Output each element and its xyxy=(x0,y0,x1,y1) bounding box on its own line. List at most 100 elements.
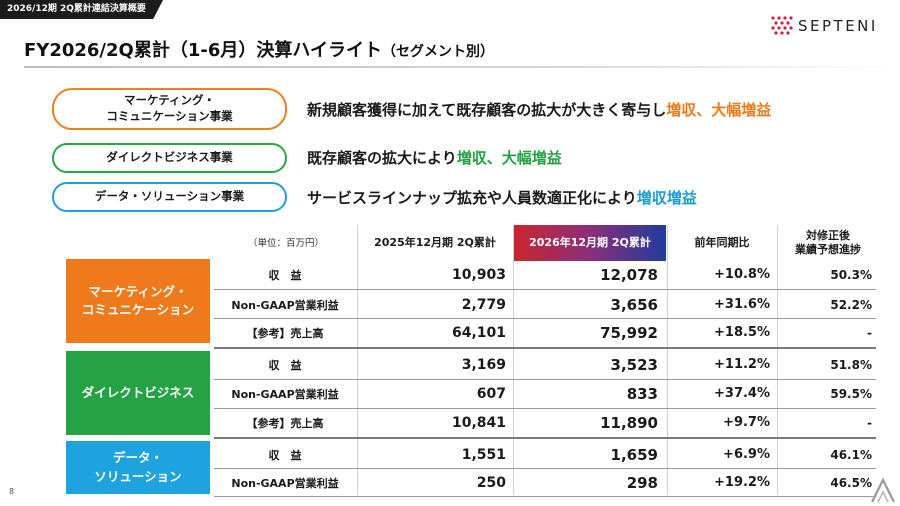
column-header-yoy: 前年同期比 xyxy=(694,235,750,249)
headline-direct: 既存顧客の拡大により増収、大幅増益 xyxy=(307,147,562,168)
row-divider xyxy=(214,289,876,290)
segment-block-label: コミュニケーション xyxy=(81,302,195,317)
row-divider xyxy=(214,379,876,380)
column-divider xyxy=(513,225,514,495)
table-row: 【参考】売上高 10,841 11,890 +9.7% - xyxy=(214,408,876,437)
table-row: 収 益 1,551 1,659 +6.9% 46.1% xyxy=(214,440,876,469)
section-divider xyxy=(214,347,876,349)
cell-progress: - xyxy=(867,325,872,340)
row-label: 収 益 xyxy=(268,358,302,372)
headline-text: 新規顧客獲得に加えて既存顧客の拡大が大きく寄与し xyxy=(307,101,667,119)
segment-pill-data: データ・ソリューション事業 xyxy=(52,182,287,212)
cell-curr: 833 xyxy=(626,384,658,403)
row-divider xyxy=(214,408,876,409)
page-title: FY2026/2Q累計（1-6月）決算ハイライト（セグメント別） xyxy=(24,36,494,62)
cell-yoy: +9.7% xyxy=(723,415,770,430)
cell-curr: 298 xyxy=(626,473,658,492)
cell-curr: 12,078 xyxy=(600,265,658,284)
cell-prev: 1,551 xyxy=(461,446,506,463)
table-row: 【参考】売上高 64,101 75,992 +18.5% - xyxy=(214,318,876,347)
cell-yoy: +10.8% xyxy=(714,267,770,282)
table-row: 収 益 10,903 12,078 +10.8% 50.3% xyxy=(214,260,876,289)
row-label: Non-GAAP営業利益 xyxy=(231,298,339,312)
septeni-logo-icon xyxy=(771,16,793,35)
headline-text: 既存顧客の拡大により xyxy=(307,149,457,167)
cell-progress: 46.1% xyxy=(830,447,872,462)
cell-progress: 52.2% xyxy=(830,297,872,312)
table-row: Non-GAAP営業利益 607 833 +37.4% 59.5% xyxy=(214,379,876,408)
unit-label: （単位：百万円） xyxy=(248,238,325,249)
title-divider xyxy=(24,66,900,68)
cell-yoy: +31.6% xyxy=(714,297,770,312)
cell-yoy: +11.2% xyxy=(714,357,770,372)
cell-yoy: +37.4% xyxy=(714,386,770,401)
cell-curr: 75,992 xyxy=(600,323,658,342)
segment-pill-label: コミュニケーション事業 xyxy=(106,109,233,123)
cell-progress: 59.5% xyxy=(830,386,872,401)
headline-accent: 増収、大幅増益 xyxy=(666,101,772,119)
row-divider xyxy=(214,496,876,497)
cell-curr: 3,656 xyxy=(610,295,658,314)
cell-curr: 11,890 xyxy=(600,413,658,432)
column-divider xyxy=(357,225,358,495)
row-label: Non-GAAP営業利益 xyxy=(231,387,339,401)
cell-prev: 64,101 xyxy=(451,324,506,341)
column-header-progress: 対修正後 業績予想進捗 xyxy=(778,225,878,261)
cell-progress: 51.8% xyxy=(830,357,872,372)
segment-pill-label: データ・ソリューション事業 xyxy=(94,189,245,204)
cell-progress: 50.3% xyxy=(830,267,872,282)
segment-block-data: データ・ ソリューション xyxy=(66,441,210,494)
segment-block-label: マーケティング・ xyxy=(88,283,188,299)
cell-curr: 3,523 xyxy=(610,355,658,374)
logo-wordmark: SEPTENI xyxy=(798,17,878,35)
cell-yoy: +18.5% xyxy=(714,325,770,340)
cell-prev: 3,169 xyxy=(461,356,506,373)
table-row: 収 益 3,169 3,523 +11.2% 51.8% xyxy=(214,350,876,379)
row-label: 【参考】売上高 xyxy=(246,416,324,430)
section-divider xyxy=(214,437,876,439)
column-header-progress-line1: 対修正後 xyxy=(806,228,850,242)
page-number: 8 xyxy=(9,487,15,496)
row-label: 【参考】売上高 xyxy=(246,326,324,340)
table-row: Non-GAAP営業利益 250 298 +19.2% 46.5% xyxy=(214,468,876,497)
column-header-prev: 2025年12月期 2Q累計 xyxy=(374,235,496,249)
cell-prev: 250 xyxy=(476,474,506,491)
septeni-logo: SEPTENI xyxy=(770,15,878,37)
column-divider xyxy=(777,225,778,495)
row-label: 収 益 xyxy=(268,268,302,282)
cell-prev: 10,841 xyxy=(451,414,506,431)
headline-data: サービスラインナップ拡充や人員数適正化により増収増益 xyxy=(307,187,697,208)
cell-yoy: +6.9% xyxy=(723,447,770,462)
page-title-main: FY2026/2Q累計（1-6月）決算ハイライト xyxy=(24,40,382,61)
cell-yoy: +19.2% xyxy=(714,475,770,490)
row-label: 収 益 xyxy=(268,448,302,462)
cell-prev: 2,779 xyxy=(461,296,506,313)
page-title-sub: （セグメント別） xyxy=(382,44,494,60)
row-divider xyxy=(214,318,876,319)
headline-accent: 増収、大幅増益 xyxy=(456,149,562,167)
segment-block-label: データ・ xyxy=(112,450,163,466)
headline-accent: 増収増益 xyxy=(636,189,697,207)
deck-section-tag: 2026/12期 2Q累計連結決算概要 xyxy=(0,0,163,19)
column-header-progress-line2: 業績予想進捗 xyxy=(795,243,861,256)
segment-pill-label: ダイレクトビジネス事業 xyxy=(106,150,233,165)
cell-progress: 46.5% xyxy=(830,475,872,490)
segment-block-label: ソリューション xyxy=(94,468,182,484)
table-row: Non-GAAP営業利益 2,779 3,656 +31.6% 52.2% xyxy=(214,290,876,319)
headline-marketing: 新規顧客獲得に加えて既存顧客の拡大が大きく寄与し増収、大幅増益 xyxy=(307,99,771,120)
segment-block-marketing: マーケティング・ コミュニケーション xyxy=(66,259,210,343)
row-divider xyxy=(214,468,876,469)
headline-text: サービスラインナップ拡充や人員数適正化により xyxy=(307,189,637,207)
column-header-curr: 2026年12月期 2Q累計 xyxy=(514,225,666,261)
cell-prev: 607 xyxy=(476,385,506,402)
segment-pill-direct: ダイレクトビジネス事業 xyxy=(52,143,287,173)
cell-curr: 1,659 xyxy=(610,445,658,464)
cell-prev: 10,903 xyxy=(451,266,506,283)
row-label: Non-GAAP営業利益 xyxy=(231,476,339,490)
segment-block-label: ダイレクトビジネス xyxy=(81,384,195,400)
segment-block-direct: ダイレクトビジネス xyxy=(66,351,210,435)
cell-progress: - xyxy=(867,415,872,430)
column-divider xyxy=(667,225,668,495)
segment-pill-label: マーケティング・ xyxy=(123,93,216,108)
watermark-logo-icon xyxy=(871,477,895,503)
